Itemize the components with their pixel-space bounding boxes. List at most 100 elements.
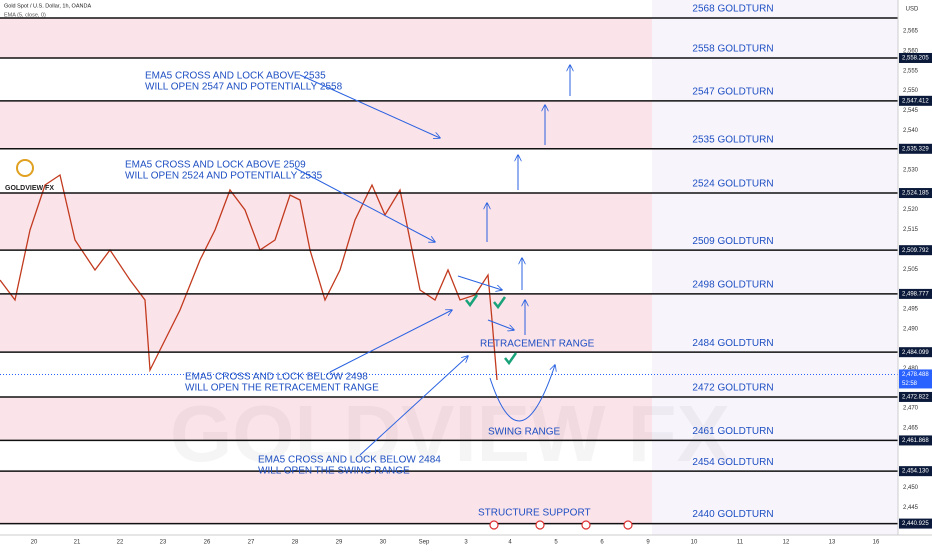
level-label: 2547 GOLDTURN [692,86,773,97]
price-tick: 2,445 [903,505,919,511]
price-box-label: 2,440.925 [902,521,929,527]
price-tick: 2,450 [903,485,919,491]
band [0,471,652,524]
time-label: Sep [419,540,430,546]
price-tick: 2,555 [903,68,919,74]
level-label: 2568 GOLDTURN [692,4,773,15]
annotation: EMA5 CROSS AND LOCK BELOW 2498 [185,372,368,383]
price-box [899,188,932,199]
price-box-label: 2,558.205 [902,56,929,62]
annotation: EMA5 CROSS AND LOCK ABOVE 2535 [145,71,326,82]
time-label: 23 [160,540,167,546]
time-label: 30 [380,540,387,546]
time-label: 9 [646,540,650,546]
annotation: WILL OPEN 2547 AND POTENTIALLY 2558 [145,82,343,93]
time-label: 26 [204,540,211,546]
level-label: 2440 GOLDTURN [692,509,773,520]
price-box-label: 2,484.099 [902,350,929,356]
logo: GOLDVIEW FX [5,159,54,192]
price-tick: 2,470 [903,406,919,412]
price-tick: 2,565 [903,29,919,35]
annotation: EMA5 CROSS AND LOCK ABOVE 2509 [125,160,306,171]
price-box-label: 2,498.777 [902,291,929,297]
time-label: 4 [508,540,512,546]
symbol-title: Gold Spot / U.S. Dollar, 1h, OANDA [4,3,91,9]
band [0,193,652,251]
price-box-label: 2,461.868 [902,438,929,444]
band [0,100,652,149]
time-label: 11 [737,540,744,546]
price-tick: 2,495 [903,306,919,312]
time-label: 13 [829,540,836,546]
price-box-label: 2,454.130 [902,469,929,475]
price-tick: 2,520 [903,207,919,213]
level-label: 2472 GOLDTURN [692,383,773,394]
price-tick: 2,490 [903,326,919,332]
future-zone [652,0,898,535]
annotation: WILL OPEN 2524 AND POTENTIALLY 2535 [125,171,323,182]
level-label: 2524 GOLDTURN [692,179,773,190]
price-tick: 2,480 [903,366,919,372]
price-box-label: 2,472.822 [902,395,929,401]
countdown: 52:58 [902,381,918,387]
price-tick: 2,465 [903,426,919,432]
level-label: 2558 GOLDTURN [692,44,773,55]
price-box [899,518,932,529]
price-tick: 2,560 [903,48,919,54]
level-label: 2484 GOLDTURN [692,338,773,349]
price-box [899,347,932,358]
price-box [899,466,932,477]
annotation: WILL OPEN THE RETRACEMENT RANGE [185,383,379,394]
price-tick: 2,505 [903,267,919,273]
price-box [899,95,932,106]
annotation: SWING RANGE [488,427,561,438]
time-label: 6 [600,540,604,546]
current-price-box [899,369,932,389]
level-label: 2461 GOLDTURN [692,426,773,437]
time-label: 10 [691,540,698,546]
event-icon [581,520,591,530]
band [0,396,652,441]
annotation: EMA5 CROSS AND LOCK BELOW 2484 [258,455,441,466]
price-box [899,435,932,446]
event-icon [535,520,545,530]
band [0,18,652,58]
price-box-label: 2,509.792 [902,248,929,254]
currency: USD [906,7,919,13]
level-label: 2535 GOLDTURN [692,134,773,145]
price-box [899,391,932,402]
time-label: 20 [31,540,38,546]
annotation: STRUCTURE SUPPORT [478,508,591,519]
price-box [899,143,932,154]
time-label: 28 [292,540,299,546]
band [0,293,652,353]
price-box [899,245,932,256]
time-label: 21 [74,540,81,546]
price-box-label: 2,535.329 [902,146,929,152]
annotation: RETRACEMENT RANGE [480,339,595,350]
level-label: 2498 GOLDTURN [692,280,773,291]
time-label: 3 [464,540,468,546]
arrows [294,65,570,456]
time-label: 22 [117,540,124,546]
level-label: 2454 GOLDTURN [692,457,773,468]
time-label: 27 [248,540,255,546]
price-box [899,52,932,63]
time-label: 12 [783,540,790,546]
level-label: 2509 GOLDTURN [692,236,773,247]
event-icon [623,520,633,530]
price-path [0,173,498,381]
current-price: 2,478.488 [902,372,929,378]
annotation: WILL OPEN THE SWING RANGE [258,466,410,477]
price-tick: 2,530 [903,168,919,174]
price-tick: 2,540 [903,128,919,134]
price-box-label: 2,547.412 [902,98,929,104]
price-box-label: 2,524.185 [902,191,929,197]
logo-text: GOLDVIEW FX [5,185,54,192]
price-tick: 2,545 [903,108,919,114]
time-label: 5 [554,540,558,546]
event-icon [489,520,499,530]
indicator: EMA (5, close, 0) [4,12,46,18]
time-label: 16 [873,540,880,546]
